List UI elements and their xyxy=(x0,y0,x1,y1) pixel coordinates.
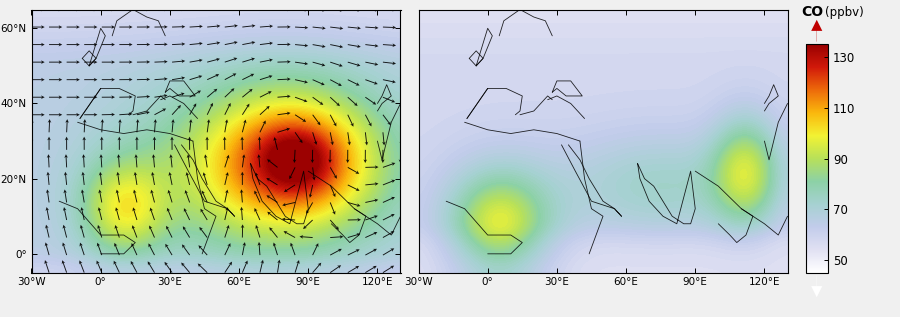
FancyArrowPatch shape xyxy=(811,20,823,42)
FancyArrowPatch shape xyxy=(811,275,823,297)
Text: (ppbv): (ppbv) xyxy=(825,6,864,19)
Text: CO: CO xyxy=(801,5,824,19)
